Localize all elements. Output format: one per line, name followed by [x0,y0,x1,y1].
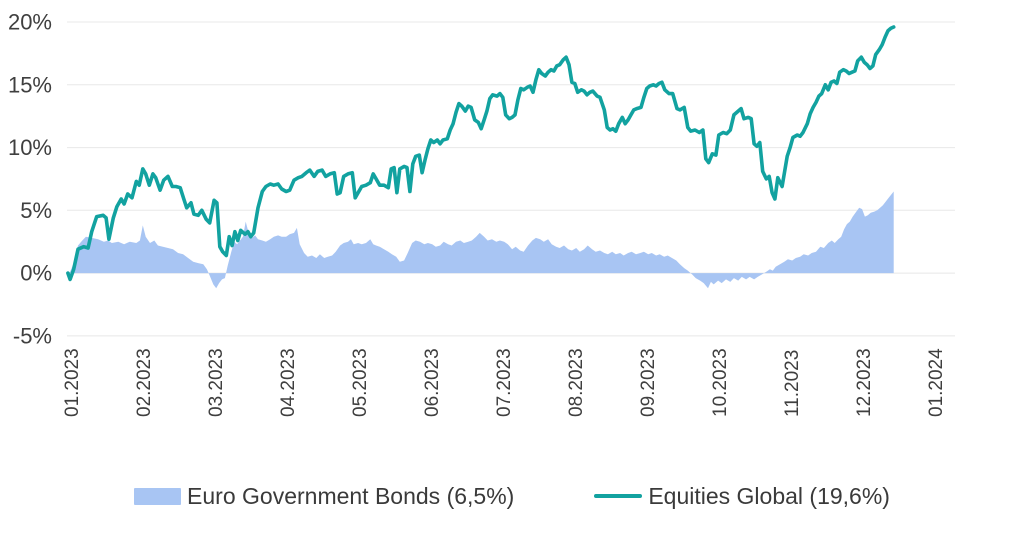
bonds-area-series [67,191,894,289]
y-axis-tick-label: 15% [8,72,52,97]
legend-label-equities: Equities Global (19,6%) [648,482,890,509]
y-axis-tick-label: 20% [8,9,52,34]
x-axis-tick-label: 06.2023 [422,348,443,417]
equities-line-series [66,25,896,282]
x-axis-tick-label: 03.2023 [206,348,227,417]
x-axis-tick-label: 04.2023 [278,348,299,417]
y-axis-tick-label: 10% [8,135,52,160]
x-axis-tick-label: 01.2024 [926,348,947,417]
x-axis-tick-label: 09.2023 [638,348,659,417]
area-swatch-icon [134,487,182,505]
legend-label-bonds: Euro Government Bonds (6,5%) [187,482,515,509]
x-axis-tick-label: 10.2023 [710,348,731,417]
x-axis-tick-label: 01.2023 [62,348,83,417]
legend: Euro Government Bonds (6,5%) Equities Gl… [0,476,1024,516]
x-axis-tick-label: 05.2023 [350,348,371,417]
x-axis-tick-label: 02.2023 [134,348,155,417]
legend-item-equities-global: Equities Global (19,6%) [594,483,890,510]
x-axis-tick-label: 08.2023 [566,348,587,417]
y-axis-tick-label: -5% [13,323,52,348]
legend-item-euro-government-bonds: Euro Government Bonds (6,5%) [134,483,514,510]
y-axis-tick-label: 0% [20,261,52,286]
chart-svg: 20% 15% 10% 5% 0% -5% 01.2023 02.2023 03.2023 04.… [8,9,955,417]
line-swatch-icon [594,494,643,498]
x-axis-tick-label: 12.2023 [854,348,875,417]
y-axis-tick-label: 5% [20,198,52,223]
x-axis-tick-label: 07.2023 [494,348,515,417]
x-axis-tick-label: 11.2023 [782,350,803,417]
